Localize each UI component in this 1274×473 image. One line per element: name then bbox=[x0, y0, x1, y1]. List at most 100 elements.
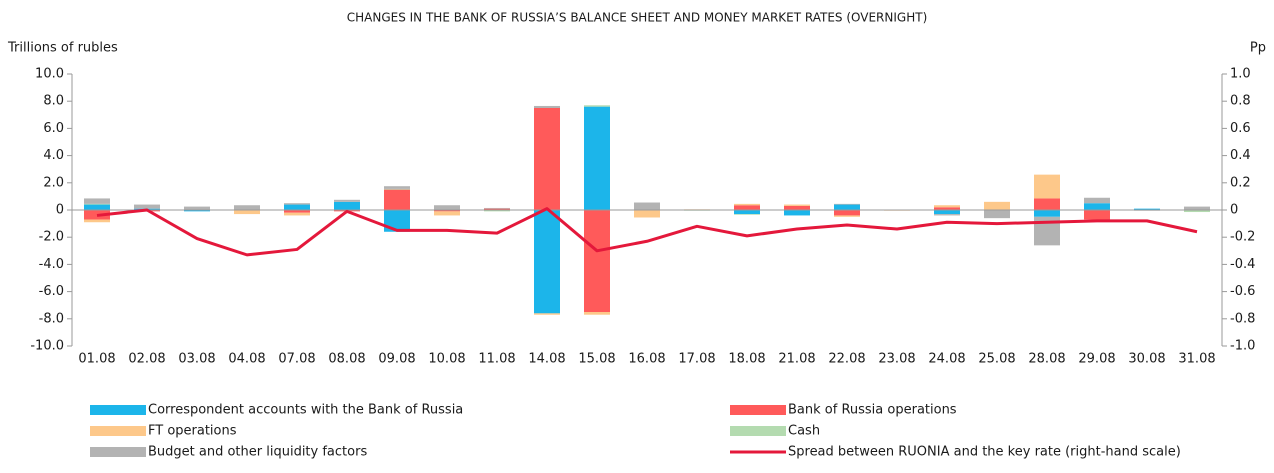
bar-segment bbox=[584, 210, 610, 312]
x-tick-label: 23.08 bbox=[878, 352, 915, 367]
bar-segment bbox=[434, 211, 460, 216]
y2-tick-label: 0.2 bbox=[1230, 175, 1251, 190]
bar-segment bbox=[834, 204, 860, 210]
x-tick-label: 31.08 bbox=[1178, 352, 1215, 367]
y-axis-label: Trillions of rubles bbox=[7, 41, 118, 56]
y-tick-label: -6.0 bbox=[39, 284, 64, 299]
bar-segment bbox=[784, 210, 810, 216]
x-tick-label: 24.08 bbox=[928, 352, 965, 367]
x-tick-label: 09.08 bbox=[378, 352, 415, 367]
legend-label: Budget and other liquidity factors bbox=[148, 445, 367, 460]
bar-segment bbox=[734, 214, 760, 215]
bar-segment bbox=[834, 210, 860, 216]
bar-segment bbox=[534, 105, 560, 108]
legend-label: Spread between RUONIA and the key rate (… bbox=[788, 445, 1181, 460]
bar-segment bbox=[434, 205, 460, 210]
bar-segment bbox=[534, 108, 560, 210]
x-tick-label: 16.08 bbox=[628, 352, 665, 367]
y-tick-label: 10.0 bbox=[35, 67, 64, 82]
bar-segment bbox=[1084, 197, 1110, 204]
x-tick-label: 14.08 bbox=[528, 352, 565, 367]
legend-swatch bbox=[90, 405, 146, 415]
bar-segment bbox=[84, 203, 110, 205]
bar-segment bbox=[184, 206, 210, 210]
y2-tick-label: -1.0 bbox=[1230, 339, 1255, 354]
y-tick-label: -4.0 bbox=[39, 257, 64, 272]
legend-swatch bbox=[90, 426, 146, 436]
bar-segment bbox=[584, 105, 610, 107]
bar-segment bbox=[1084, 203, 1110, 210]
bar-segment bbox=[484, 208, 510, 210]
bar-segment bbox=[984, 210, 1010, 219]
bar-segment bbox=[934, 205, 960, 208]
bar-segment bbox=[284, 204, 310, 210]
x-tick-label: 15.08 bbox=[578, 352, 615, 367]
bar-segment bbox=[334, 201, 360, 210]
bar-segment bbox=[934, 210, 960, 215]
y2-tick-label: 0.6 bbox=[1230, 121, 1251, 136]
bar-segment bbox=[1084, 210, 1110, 220]
bar-segment bbox=[284, 210, 310, 213]
y-tick-label: 0 bbox=[56, 203, 64, 218]
legend-swatch bbox=[730, 405, 786, 415]
bar-segment bbox=[784, 204, 810, 206]
y2-tick-label: -0.6 bbox=[1230, 284, 1255, 299]
legend-label: FT operations bbox=[148, 424, 237, 439]
x-tick-label: 18.08 bbox=[728, 352, 765, 367]
x-tick-label: 11.08 bbox=[478, 352, 515, 367]
x-tick-label: 28.08 bbox=[1028, 352, 1065, 367]
y-tick-label: -2.0 bbox=[39, 230, 64, 245]
y2-tick-label: 0 bbox=[1230, 203, 1238, 218]
bar-segment bbox=[434, 210, 460, 212]
bar-segment bbox=[284, 212, 310, 216]
bar-segment bbox=[534, 313, 560, 315]
bar-segment bbox=[84, 219, 110, 223]
x-tick-label: 17.08 bbox=[678, 352, 715, 367]
y-tick-label: -10.0 bbox=[30, 339, 64, 354]
y2-tick-label: 0.8 bbox=[1230, 94, 1251, 109]
x-tick-label: 22.08 bbox=[828, 352, 865, 367]
bar-segment bbox=[184, 210, 210, 212]
bar-segment bbox=[334, 199, 360, 202]
bar-segment bbox=[734, 205, 760, 210]
x-tick-label: 30.08 bbox=[1128, 352, 1165, 367]
bar-segment bbox=[284, 203, 310, 205]
y-tick-label: 2.0 bbox=[43, 175, 64, 190]
bar-segment bbox=[84, 204, 110, 210]
y2-tick-label: -0.2 bbox=[1230, 230, 1255, 245]
bar-segment bbox=[934, 207, 960, 210]
bar-segment bbox=[1134, 208, 1160, 210]
x-tick-label: 02.08 bbox=[128, 352, 165, 367]
chart-title: CHANGES IN THE BANK OF RUSSIA’S BALANCE … bbox=[347, 11, 928, 25]
bar-segment bbox=[234, 210, 260, 215]
legend-label: Correspondent accounts with the Bank of … bbox=[148, 403, 463, 418]
bar-segment bbox=[84, 198, 110, 204]
line-series bbox=[96, 207, 1198, 257]
bar-segment bbox=[984, 201, 1010, 210]
legend-swatch bbox=[90, 447, 146, 457]
bar-segment bbox=[834, 215, 860, 217]
bar-segment bbox=[634, 202, 660, 210]
x-tick-label: 01.08 bbox=[78, 352, 115, 367]
bar-segment bbox=[584, 106, 610, 210]
bar-segment bbox=[784, 205, 810, 210]
bar-segment bbox=[384, 186, 410, 189]
bar-segment bbox=[1034, 174, 1060, 199]
x-tick-label: 21.08 bbox=[778, 352, 815, 367]
bar-segment bbox=[1184, 206, 1210, 210]
bar-segment bbox=[1184, 210, 1210, 213]
bar-segment bbox=[534, 210, 560, 314]
y-tick-label: -8.0 bbox=[39, 311, 64, 326]
bar-segment bbox=[934, 214, 960, 216]
bar-segment bbox=[734, 203, 760, 206]
x-tick-label: 04.08 bbox=[228, 352, 265, 367]
x-tick-label: 08.08 bbox=[328, 352, 365, 367]
y-tick-label: 6.0 bbox=[43, 121, 64, 136]
bar-segment bbox=[484, 210, 510, 212]
bar-segment bbox=[384, 188, 410, 190]
bar-segment bbox=[634, 210, 660, 218]
y-tick-label: 8.0 bbox=[43, 94, 64, 109]
y-tick-label: 4.0 bbox=[43, 148, 64, 163]
